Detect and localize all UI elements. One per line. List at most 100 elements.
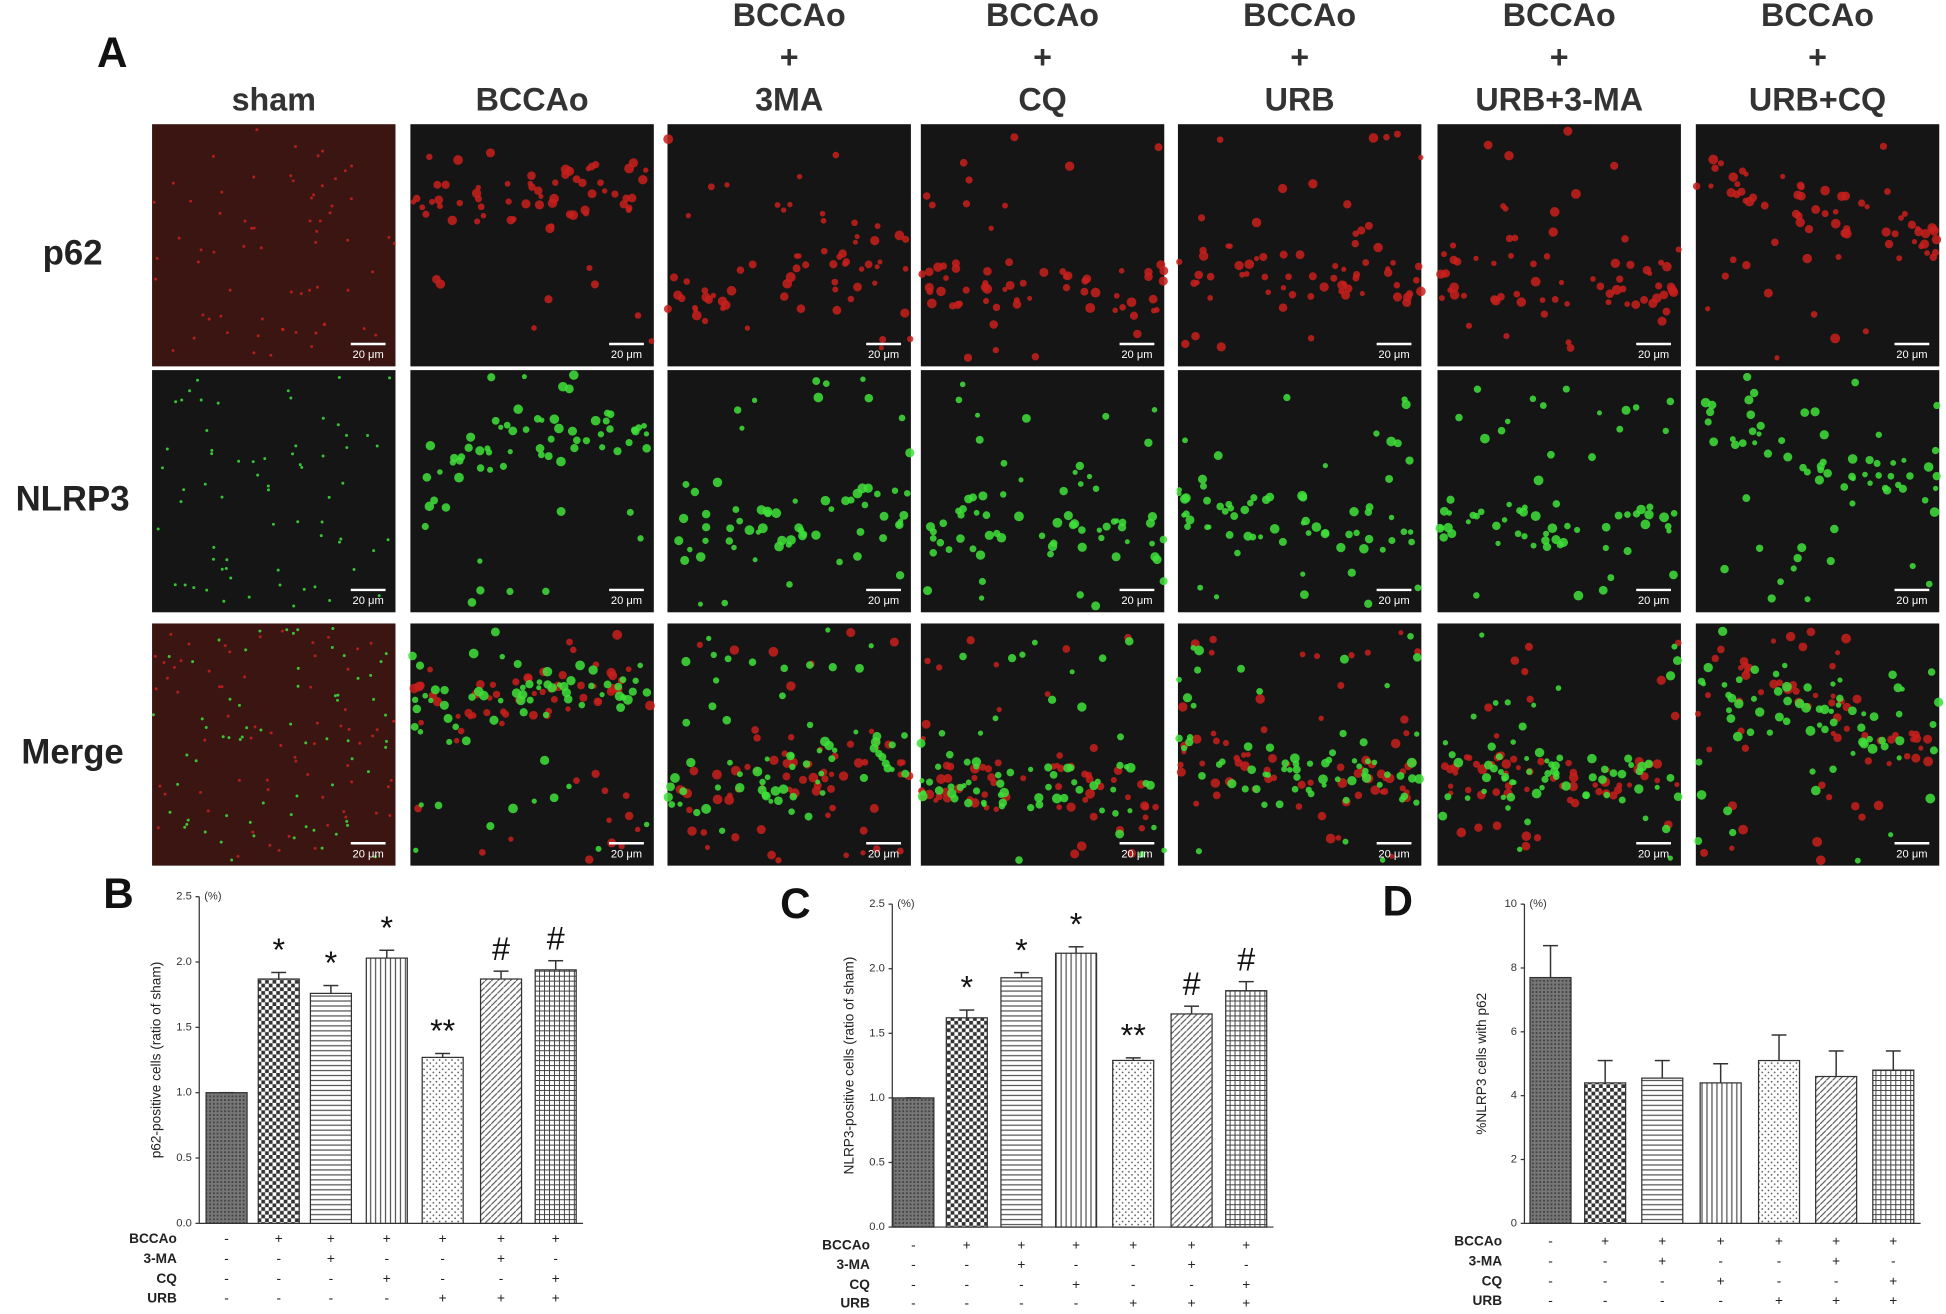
green-cell: [1850, 475, 1856, 482]
green-cell: [346, 739, 350, 743]
green-cell: [1185, 738, 1194, 747]
green-cell: [813, 392, 824, 403]
red-cell: [455, 713, 461, 719]
red-cell: [505, 198, 512, 205]
red-cell: [1626, 260, 1635, 269]
green-cell: [663, 792, 673, 802]
red-cell: [279, 743, 283, 747]
green-cell: [1408, 538, 1415, 546]
error-bar: [435, 1052, 451, 1058]
green-cell: [224, 566, 228, 570]
error-bar: [271, 971, 287, 980]
green-cell: [1706, 407, 1715, 417]
green-cell: [1049, 771, 1058, 779]
red-cell: [1595, 787, 1603, 796]
red-cell: [1144, 267, 1153, 277]
green-cell: [1799, 463, 1807, 472]
green-cell: [1835, 702, 1842, 708]
green-cell: [816, 747, 823, 754]
red-cell: [1176, 258, 1183, 265]
green-cell: [1342, 838, 1349, 845]
green-cell: [1438, 811, 1448, 821]
red-cell: [1206, 272, 1215, 281]
micrograph-background: [667, 124, 911, 367]
green-cell: [487, 466, 494, 473]
red-cell: [959, 158, 968, 167]
green-cell: [628, 687, 637, 696]
red-cell: [287, 834, 291, 838]
scale-bar-label: 20 μm: [611, 595, 642, 607]
green-cell: [1667, 855, 1674, 861]
red-cell: [926, 298, 937, 309]
red-cell: [1158, 276, 1168, 286]
red-cell: [593, 697, 603, 707]
green-cell: [861, 501, 869, 509]
green-cell: [686, 757, 696, 768]
red-cell: [906, 335, 914, 343]
red-cell: [1483, 140, 1493, 150]
red-cell: [808, 772, 819, 783]
green-cell: [1600, 765, 1609, 774]
green-cell: [1614, 511, 1623, 520]
green-cell: [291, 452, 295, 456]
red-cell: [177, 236, 181, 240]
red-cell: [832, 305, 842, 315]
green-cell: [1362, 767, 1369, 775]
green-cell: [1524, 755, 1530, 762]
red-cell: [1383, 133, 1390, 141]
green-cell: [1632, 404, 1640, 411]
green-cell: [945, 546, 953, 554]
red-cell: [220, 190, 224, 194]
red-cell: [281, 328, 285, 332]
red-cell: [1288, 291, 1297, 299]
green-cell: [1116, 761, 1124, 770]
bar: [534, 969, 577, 1224]
green-cell: [1803, 683, 1812, 692]
green-cell: [1469, 511, 1477, 519]
green-cell: [1881, 484, 1889, 492]
green-cell: [806, 661, 814, 669]
red-cell: [1521, 841, 1531, 851]
green-cell: [936, 538, 945, 547]
red-cell: [422, 210, 430, 218]
red-cell: [648, 338, 655, 345]
green-cell: [511, 688, 522, 698]
red-cell: [1504, 151, 1514, 161]
red-cell: [625, 204, 633, 212]
green-cell: [320, 846, 324, 850]
green-cell: [1531, 702, 1537, 708]
red-cell: [1194, 279, 1200, 286]
green-cell: [998, 803, 1006, 810]
red-cell: [868, 728, 875, 735]
red-cell: [1694, 710, 1702, 717]
red-cell: [346, 288, 350, 292]
condition-mark: -: [224, 1251, 229, 1266]
red-cell: [820, 247, 828, 255]
red-cell: [1605, 289, 1615, 298]
green-cell: [725, 537, 734, 545]
green-cell: [1734, 698, 1744, 709]
red-cell: [179, 659, 183, 663]
green-cell: [572, 436, 581, 445]
red-cell: [471, 188, 482, 198]
green-cell: [337, 540, 341, 544]
green-cell: [899, 510, 909, 520]
red-cell: [558, 670, 567, 680]
green-cell: [240, 735, 244, 739]
condition-mark: -: [1777, 1273, 1782, 1288]
red-cell: [1791, 209, 1801, 219]
green-cell: [964, 494, 973, 504]
green-cell: [964, 798, 973, 808]
red-cell: [585, 855, 594, 864]
green-cell: [336, 698, 340, 702]
red-cell: [611, 190, 619, 198]
red-cell: [1414, 262, 1423, 271]
green-cell: [917, 791, 928, 802]
bar: [945, 1017, 988, 1228]
green-cell: [1909, 562, 1916, 570]
green-cell: [679, 787, 688, 796]
green-cell: [1767, 594, 1776, 603]
green-cell: [1006, 768, 1015, 777]
red-cell: [315, 285, 319, 289]
red-cell: [269, 731, 273, 735]
